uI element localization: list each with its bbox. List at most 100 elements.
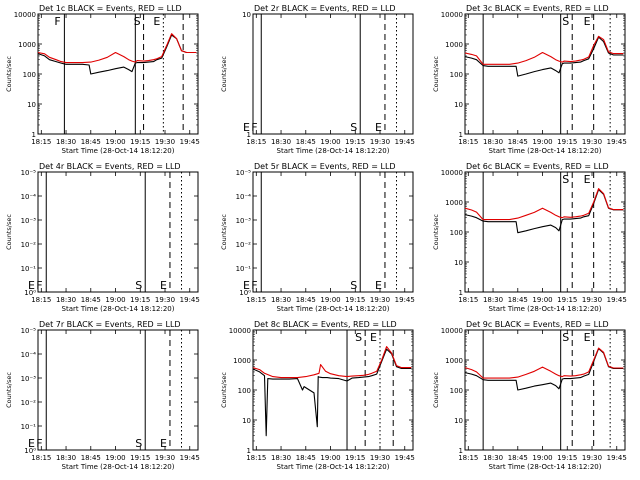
detector-panel-7: Det 7r BLACK = Events, RED = LLD 10⁰ 10⁻¹ 1… <box>5 320 200 471</box>
x-tick-label: 19:00 <box>532 454 552 462</box>
y-axis-label: Counts/sec <box>432 56 440 92</box>
event-marker-label: S <box>350 121 357 134</box>
panel-title: Det 4r BLACK = Events, RED = LLD <box>39 162 181 171</box>
y-tick-label: 10⁻⁵ <box>21 327 37 335</box>
plot-frame <box>464 329 626 451</box>
event-marker-label: E <box>160 437 167 450</box>
event-marker-label: S <box>135 279 142 292</box>
x-tick-label: 19:00 <box>320 296 340 304</box>
event-marker-label: F <box>54 15 60 28</box>
x-tick-label: 19:15 <box>345 296 365 304</box>
x-tick-label: 19:15 <box>345 454 365 462</box>
events-series-line <box>464 36 624 77</box>
plot-frame <box>37 329 199 451</box>
y-tick-label: 10 <box>454 417 463 425</box>
y-tick-label: 10⁻³ <box>21 375 37 383</box>
event-marker-label: E <box>160 279 167 292</box>
y-tick-label: 10 <box>242 11 251 19</box>
x-tick-label: 18:15 <box>458 138 478 146</box>
y-axis-label: Counts/sec <box>220 372 228 408</box>
y-tick-label: 10⁻¹ <box>21 423 37 431</box>
y-tick-label: 10⁻³ <box>236 217 252 225</box>
event-marker-label: F <box>36 279 42 292</box>
x-tick-label: 18:15 <box>31 138 51 146</box>
y-tick-label: 10⁻¹ <box>236 265 252 273</box>
panel-title: Det 2r BLACK = Events, RED = LLD <box>254 4 396 13</box>
events-series-line <box>37 34 197 75</box>
x-tick-label: 19:00 <box>320 138 340 146</box>
x-tick-label: 18:30 <box>271 138 291 146</box>
x-axis-label: Start Time (28-Oct-14 18:12:20) <box>62 305 175 313</box>
lld-series-line <box>464 188 624 221</box>
y-tick-label: 10⁻² <box>21 399 37 407</box>
y-tick-label: 10⁻¹ <box>21 265 37 273</box>
x-tick-label: 19:15 <box>130 138 150 146</box>
x-tick-label: 18:45 <box>81 296 101 304</box>
event-marker-label: S <box>355 331 362 344</box>
detector-panel-3: Det 3c BLACK = Events, RED = LLD 1 10 100 10… <box>432 4 627 155</box>
x-tick-label: 19:45 <box>180 454 200 462</box>
x-tick-label: 18:30 <box>271 296 291 304</box>
x-tick-label: 18:30 <box>56 138 76 146</box>
y-axis-label: Counts/sec <box>220 214 228 250</box>
plot-frame <box>464 171 626 293</box>
y-tick-label: 10000 <box>441 11 463 19</box>
x-tick-label: 18:45 <box>296 138 316 146</box>
y-tick-label: 100 <box>450 229 463 237</box>
y-tick-label: 1 <box>247 447 251 455</box>
x-tick-label: 18:45 <box>81 138 101 146</box>
x-axis-label: Start Time (28-Oct-14 18:12:20) <box>489 463 602 471</box>
x-tick-label: 18:45 <box>508 454 528 462</box>
y-tick-label: 10 <box>27 101 36 109</box>
panel-title: Det 6c BLACK = Events, RED = LLD <box>466 162 609 171</box>
x-tick-label: 19:00 <box>105 296 125 304</box>
x-axis-label: Start Time (28-Oct-14 18:12:20) <box>277 147 390 155</box>
lld-series-line <box>37 33 197 64</box>
y-tick-label: 1000 <box>445 199 463 207</box>
y-tick-label: 10⁰ <box>239 289 251 297</box>
y-axis-label: Counts/sec <box>5 56 13 92</box>
y-axis-label: Counts/sec <box>432 372 440 408</box>
lld-series-line <box>464 347 624 379</box>
y-tick-label: 1000 <box>445 41 463 49</box>
x-tick-label: 18:15 <box>246 138 266 146</box>
events-series-line <box>464 189 624 234</box>
event-marker-label: S <box>134 15 141 28</box>
plot-frame <box>252 13 414 135</box>
event-marker-label: E <box>370 331 377 344</box>
event-marker-label: E <box>243 121 250 134</box>
y-tick-label: 1 <box>459 447 463 455</box>
x-tick-label: 19:15 <box>557 138 577 146</box>
x-tick-label: 19:30 <box>155 454 175 462</box>
y-tick-label: 10000 <box>229 327 251 335</box>
event-marker-label: S <box>562 173 569 186</box>
x-tick-label: 19:30 <box>582 138 602 146</box>
x-tick-label: 18:30 <box>483 454 503 462</box>
event-marker-label: E <box>584 331 591 344</box>
y-axis-label: Counts/sec <box>5 372 13 408</box>
y-axis-label: Counts/sec <box>5 214 13 250</box>
x-tick-label: 19:30 <box>582 296 602 304</box>
y-tick-label: 10⁻⁵ <box>21 169 37 177</box>
x-tick-label: 19:00 <box>105 138 125 146</box>
event-marker-label: E <box>584 15 591 28</box>
y-tick-label: 10⁰ <box>24 289 36 297</box>
x-tick-label: 19:45 <box>607 296 627 304</box>
x-tick-label: 19:45 <box>607 138 627 146</box>
x-tick-label: 19:30 <box>582 454 602 462</box>
plot-frame <box>252 329 414 451</box>
y-tick-label: 10⁻⁴ <box>21 193 37 201</box>
y-tick-label: 10⁻² <box>236 241 252 249</box>
x-tick-label: 19:45 <box>180 296 200 304</box>
x-tick-label: 19:00 <box>320 454 340 462</box>
lld-series-line <box>252 346 412 379</box>
event-marker-label: F <box>36 437 42 450</box>
x-tick-label: 18:45 <box>296 296 316 304</box>
x-tick-label: 18:30 <box>56 296 76 304</box>
x-tick-label: 18:15 <box>31 454 51 462</box>
panel-title: Det 8c BLACK = Events, RED = LLD <box>254 320 397 329</box>
y-tick-label: 10⁻³ <box>21 217 37 225</box>
event-marker-label: F <box>251 121 257 134</box>
event-marker-label: E <box>243 279 250 292</box>
